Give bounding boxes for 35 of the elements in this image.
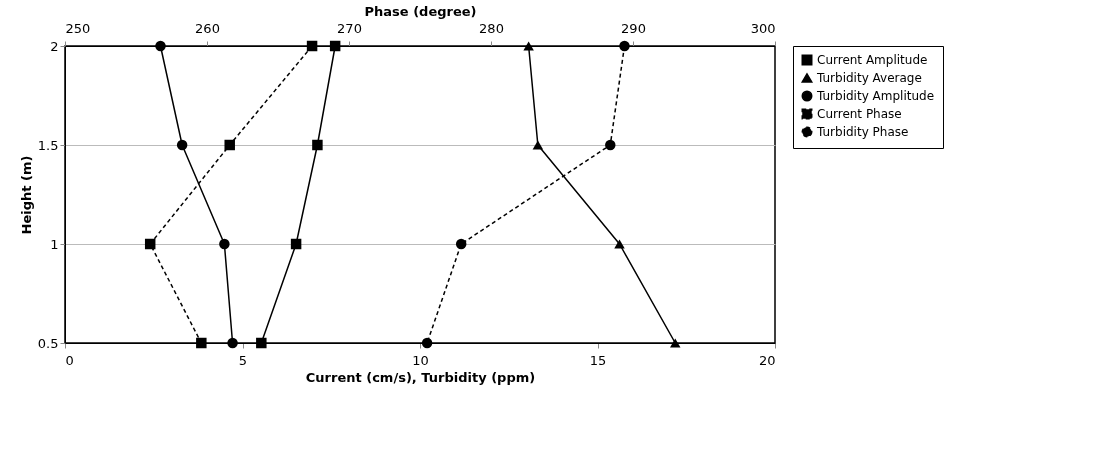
x2-axis-title: Phase (degree) — [364, 3, 477, 19]
legend-label: Turbidity Phase — [816, 125, 909, 139]
x2-tick-label: 300 — [750, 20, 776, 36]
legend-label: Current Amplitude — [817, 53, 928, 67]
x2-tick-label: 270 — [337, 20, 362, 36]
y-tick-label: 0.5 — [37, 335, 59, 351]
point — [329, 40, 341, 52]
point — [219, 238, 230, 250]
y-tick-label: 1.5 — [37, 137, 59, 153]
x-tick-label: 20 — [758, 352, 776, 368]
x-tick-label: 5 — [238, 352, 248, 368]
x-tick-label: 10 — [412, 352, 429, 368]
point — [614, 239, 625, 249]
point — [176, 139, 188, 151]
legend-label: Turbidity Average — [816, 71, 922, 85]
point — [532, 140, 544, 150]
point — [670, 338, 681, 348]
x-tick-label: 15 — [589, 352, 607, 368]
point — [290, 238, 302, 250]
x-axis-title: Current (cm/s), Turbidity (ppm) — [305, 369, 536, 385]
y-tick-label: 1 — [50, 236, 59, 252]
legend-label: Current Phase — [817, 107, 902, 121]
y-axis-title: Height (m) — [18, 155, 34, 235]
point — [523, 41, 534, 51]
point — [256, 337, 267, 349]
y-tick-label: 2 — [50, 38, 59, 54]
x2-tick-label: 290 — [621, 20, 646, 36]
point — [312, 139, 323, 151]
x2-tick-label: 250 — [65, 20, 91, 36]
x2-tick-label: 280 — [479, 20, 504, 36]
point — [227, 337, 238, 349]
x2-tick-label: 260 — [195, 20, 220, 36]
point — [155, 40, 166, 52]
x-tick-label: 0 — [65, 352, 74, 368]
legend-label: Turbidity Amplitude — [816, 89, 935, 103]
